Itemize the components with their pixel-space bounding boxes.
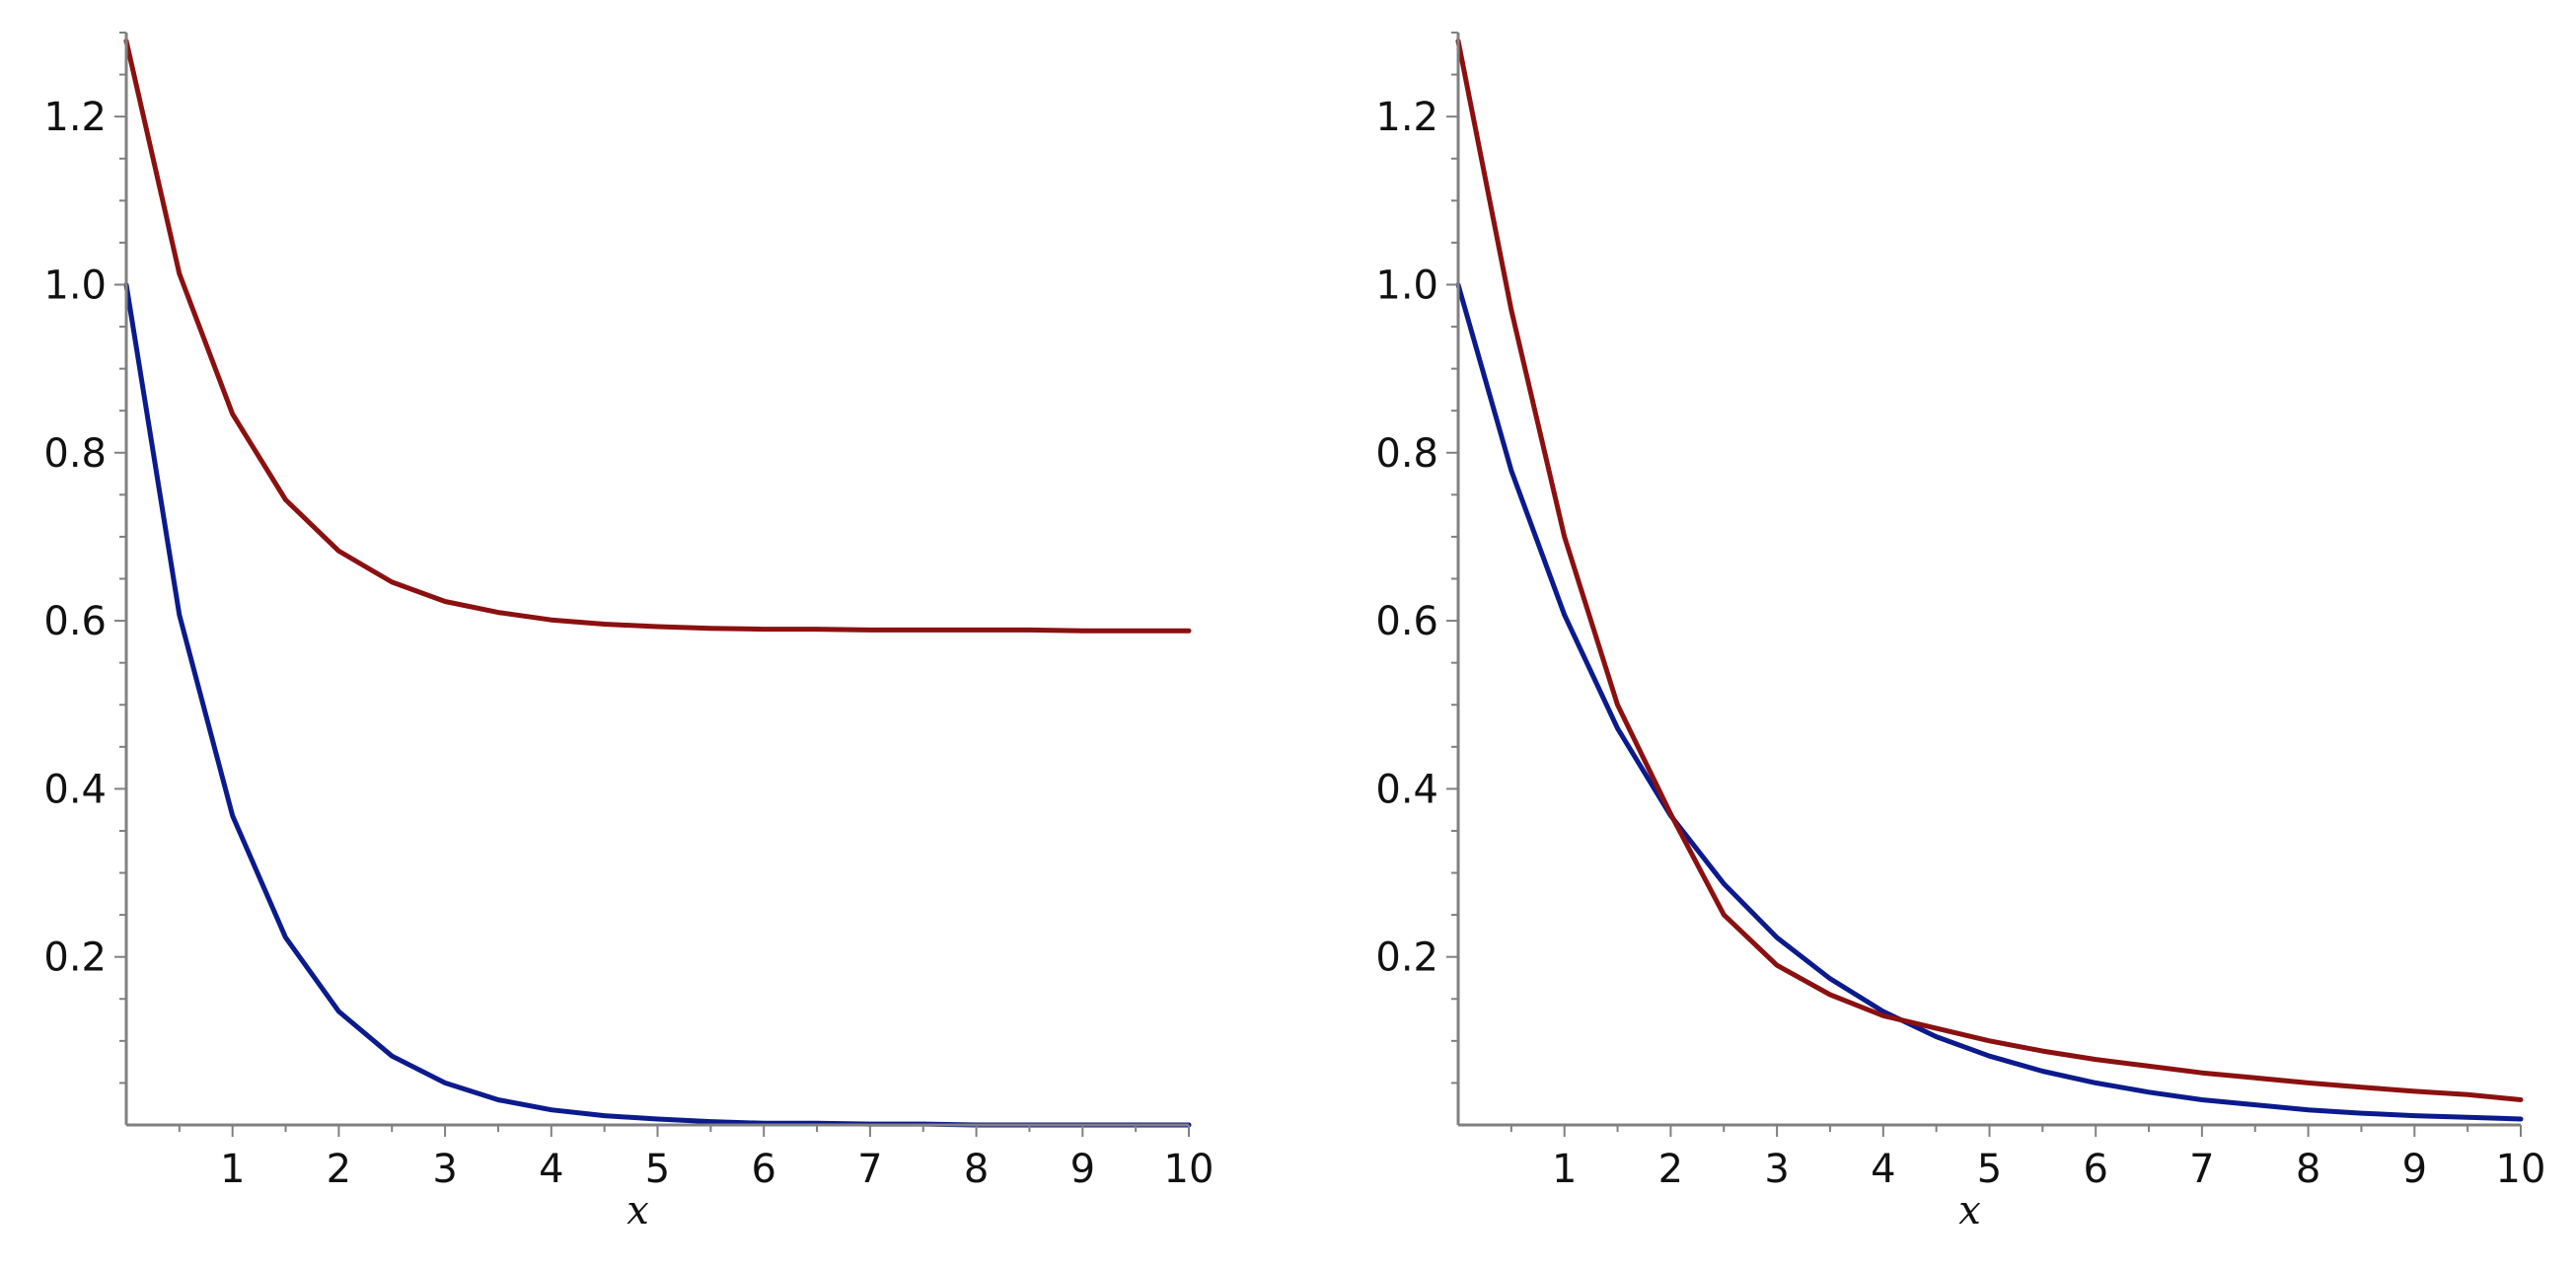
x-tick-label: 10 — [1164, 1147, 1214, 1192]
x-tick-label: 5 — [1977, 1147, 2002, 1192]
x-tick-label: 2 — [1658, 1147, 1683, 1192]
x-tick-label: 7 — [857, 1147, 882, 1192]
x-tick-label: 3 — [1764, 1147, 1789, 1192]
series-line-2 — [123, 38, 1192, 634]
y-tick-label: 1.0 — [1375, 262, 1438, 308]
x-tick-label: 4 — [539, 1147, 563, 1192]
y-tick-label: 0.6 — [1375, 599, 1438, 644]
y-tick-label: 0.2 — [1375, 935, 1438, 981]
y-tick-label: 1.2 — [1375, 95, 1438, 140]
x-tick-label: 3 — [432, 1147, 457, 1192]
x-tick-label: 8 — [2296, 1147, 2320, 1192]
y-tick-label: 0.2 — [43, 935, 107, 981]
series-line-2 — [1455, 38, 2524, 1102]
y-tick-label: 0.6 — [43, 599, 107, 644]
x-tick-label: 6 — [2083, 1147, 2107, 1192]
x-tick-label: 4 — [1871, 1147, 1895, 1192]
chart-panel-2: 1 2 3 4 5 6 7 8 9 10 0.2 0.4 0.6 0.8 1.0 1.2 x — [1375, 32, 2546, 1234]
y-tick-label: 0.8 — [43, 431, 107, 477]
x-tick-label: 9 — [2402, 1147, 2427, 1192]
series-line-1 — [123, 282, 1192, 1128]
x-tick-label: 9 — [1070, 1147, 1095, 1192]
series-line-1 — [1455, 282, 2524, 1122]
x-tick-label: 6 — [751, 1147, 775, 1192]
x-tick-label: 5 — [645, 1147, 670, 1192]
y-tick-label: 1.2 — [43, 95, 107, 140]
y-tick-label: 0.4 — [43, 767, 107, 812]
y-tick-label: 0.8 — [1375, 431, 1438, 477]
x-axis-title: x — [1958, 1188, 1981, 1234]
x-tick-label: 1 — [220, 1147, 245, 1192]
chart-panel-1: 1 2 3 4 5 6 7 8 9 10 0.2 0.4 0.6 0.8 1.0 1.2 x — [43, 32, 1214, 1234]
x-tick-label: 7 — [2189, 1147, 2214, 1192]
x-tick-label: 8 — [964, 1147, 989, 1192]
x-tick-label: 10 — [2496, 1147, 2546, 1192]
y-tick-label: 1.0 — [43, 262, 107, 308]
x-tick-label: 1 — [1552, 1147, 1577, 1192]
x-tick-label: 2 — [327, 1147, 351, 1192]
y-tick-label: 0.4 — [1375, 767, 1438, 812]
x-axis-title: x — [626, 1188, 649, 1234]
